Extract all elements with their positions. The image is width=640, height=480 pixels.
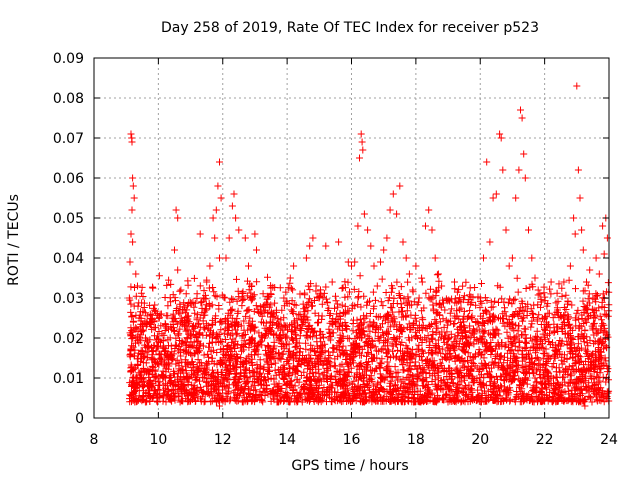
x-tick-label: 14 <box>278 432 296 448</box>
roti-series-markers <box>125 82 613 410</box>
y-tick-labels: 0 0.01 0.02 0.03 0.04 0.05 0.06 0.07 0.08 0.09 <box>53 51 84 427</box>
y-tick-label: 0.04 <box>53 251 84 267</box>
y-tick-label: 0.09 <box>53 51 84 67</box>
y-tick-label: 0 <box>75 411 84 427</box>
y-tick-label: 0.06 <box>53 171 84 187</box>
y-tick-label: 0.01 <box>53 371 84 387</box>
x-tick-label: 18 <box>407 432 425 448</box>
y-tick-label: 0.05 <box>53 211 84 227</box>
y-axis-label: ROTI / TECUs <box>6 194 22 286</box>
x-tick-label: 12 <box>214 432 232 448</box>
chart-title: Day 258 of 2019, Rate Of TEC Index for r… <box>161 20 539 36</box>
x-tick-label: 24 <box>600 432 618 448</box>
x-tick-label: 8 <box>90 432 99 448</box>
y-tick-label: 0.02 <box>53 331 84 347</box>
data-points <box>125 82 613 410</box>
y-tick-label: 0.08 <box>53 91 84 107</box>
x-axis-label: GPS time / hours <box>291 458 408 474</box>
x-tick-label: 16 <box>343 432 361 448</box>
axis-ticks <box>93 57 610 419</box>
y-tick-label: 0.07 <box>53 131 84 147</box>
x-tick-label: 22 <box>536 432 554 448</box>
x-tick-labels: 8 10 12 14 16 18 20 22 24 <box>90 432 618 448</box>
x-tick-label: 10 <box>149 432 167 448</box>
x-tick-label: 20 <box>471 432 489 448</box>
y-tick-label: 0.03 <box>53 291 84 307</box>
